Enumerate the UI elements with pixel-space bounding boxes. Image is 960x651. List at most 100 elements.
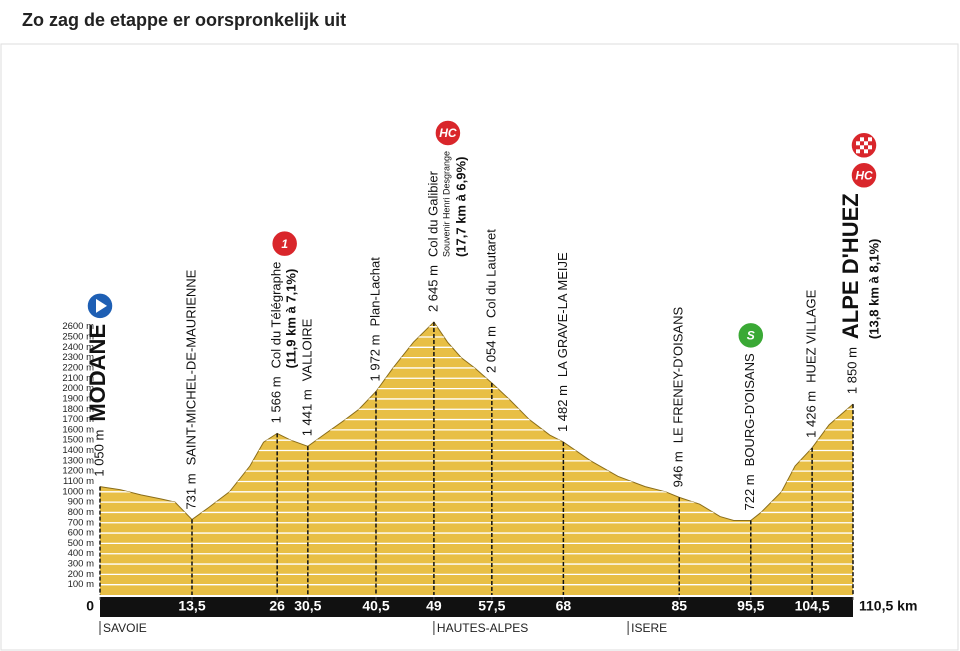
y-tick-label: 900 m: [68, 497, 94, 508]
waypoint-label: 1 441 m VALLOIRE: [299, 318, 314, 436]
y-tick-label: 1900 m: [62, 393, 94, 404]
y-tick-label: 100 m: [68, 579, 94, 590]
waypoint-name: Col du Galibier: [425, 170, 440, 257]
finish-check: [860, 137, 864, 142]
waypoint-label: 2 054 m Col du Lautaret: [483, 229, 498, 373]
finish-check: [868, 145, 872, 150]
y-tick-label: 2500 m: [62, 332, 94, 343]
finish-flag: [850, 131, 878, 160]
finish-check: [868, 137, 872, 142]
finish-check: [864, 149, 868, 154]
y-tick-label: 1100 m: [63, 476, 94, 487]
finish-check: [864, 141, 868, 146]
x-tick-label: 104,5: [795, 598, 830, 614]
finish-check: [856, 141, 860, 146]
elevation-label: 2 645 m: [425, 265, 440, 312]
x-tick-label: 0: [86, 598, 94, 614]
elevation-label: 1 972 m: [367, 335, 382, 382]
profile-area: [100, 322, 853, 595]
waypoint-name: Col du Télégraphe: [269, 262, 284, 369]
y-tick-label: 2200 m: [62, 362, 94, 373]
region-label: ISERE: [631, 621, 667, 635]
waypoint-name: Plan-Lachat: [367, 257, 382, 327]
elevation-label: 1 441 m: [299, 389, 314, 436]
waypoint-name: SAINT-MICHEL-DE-MAURIENNE: [183, 269, 198, 465]
climb-badge: [270, 229, 299, 258]
y-tick-label: 400 m: [68, 548, 94, 559]
elevation-label: 1 426 m: [804, 391, 819, 438]
x-tick-label: 30,5: [294, 598, 321, 614]
elevation-label: 1 050 m: [91, 430, 106, 477]
finish-check: [860, 145, 864, 150]
climb-info: (11,9 km à 7,1%): [284, 269, 299, 369]
badge-label: 1: [281, 237, 288, 251]
elevation-label: 1 566 m: [269, 376, 284, 423]
y-tick-label: 1600 m: [62, 424, 94, 435]
x-tick-label: 95,5: [737, 598, 764, 614]
y-tick-label: 1000 m: [62, 486, 94, 497]
waypoint-note: Souvenir Henri Desgrange: [441, 151, 451, 257]
x-tick-label: 49: [426, 598, 442, 614]
y-tick-label: 1300 m: [62, 455, 94, 466]
y-tick-label: 300 m: [68, 559, 94, 570]
badge-label: S: [747, 329, 755, 343]
badge-label: HC: [439, 126, 457, 140]
waypoint-label: 731 m SAINT-MICHEL-DE-MAURIENNE: [183, 269, 198, 509]
x-tick-label: 110,5 km: [859, 598, 917, 614]
waypoint-label: 1 566 m Col du Télégraphe (11,9 km à 7,1%): [269, 262, 299, 424]
x-axis-bar: [100, 597, 853, 617]
start-arrow: [96, 298, 107, 313]
y-tick-label: 2100 m: [62, 373, 94, 384]
x-tick-label: 13,5: [178, 598, 205, 614]
y-tick-label: 2400 m: [62, 342, 94, 353]
climb-badge: [434, 119, 462, 147]
y-tick-label: 1400 m: [62, 445, 94, 456]
waypoint-label: 1 972 m Plan-Lachat: [367, 257, 382, 382]
waypoint-label: 722 m BOURG-D'OISANS: [742, 353, 757, 510]
x-tick-label: 26: [269, 598, 285, 614]
y-tick-label: 2000 m: [62, 383, 94, 394]
waypoint-name: BOURG-D'OISANS: [742, 353, 757, 466]
y-tick-label: 1800 m: [62, 404, 94, 415]
waypoint-label: 2 645 m Col du Galibier Souvenir Henri Des…: [425, 151, 468, 312]
waypoint-label: 1 482 m LA GRAVE-LA MEIJE: [555, 252, 570, 432]
elevation-label: 731 m: [183, 473, 198, 509]
frame: [0, 43, 959, 651]
climb-badge: [850, 161, 878, 190]
y-tick-label: 1500 m: [62, 435, 94, 446]
y-tick-label: 700 m: [68, 517, 94, 528]
y-tick-label: 1700 m: [62, 414, 94, 425]
waypoint-label: 1 050 m MODANE: [85, 324, 110, 477]
x-tick-label: 68: [556, 598, 572, 614]
y-tick-label: 500 m: [68, 538, 94, 549]
x-tick-label: 40,5: [362, 598, 389, 614]
waypoint-name: LE FRENEY-D'OISANS: [671, 307, 686, 444]
elevation-label: 946 m: [671, 451, 686, 487]
elevation-label: 1 850 m: [844, 347, 859, 394]
elevation-label: 1 482 m: [555, 385, 570, 432]
waypoint-label: 1 850 m ALPE D'HUEZ (13,8 km à 8,1%): [838, 193, 882, 394]
y-tick-label: 1200 m: [62, 466, 94, 477]
badge-label: HC: [855, 168, 873, 182]
elevation-label: 722 m: [742, 474, 757, 510]
finish-check: [856, 149, 860, 154]
waypoint-name: MODANE: [85, 324, 110, 422]
waypoint-name: VALLOIRE: [299, 318, 314, 381]
waypoint-name: Col du Lautaret: [483, 229, 498, 318]
waypoint-name: ALPE D'HUEZ: [838, 193, 863, 339]
waypoint-label: 946 m LE FRENEY-D'OISANS: [671, 307, 686, 488]
waypoint-name: HUEZ VILLAGE: [804, 289, 819, 383]
x-tick-label: 57,5: [478, 598, 505, 614]
y-tick-label: 200 m: [68, 569, 94, 580]
climb-badge: [737, 321, 765, 350]
elevation-label: 2 054 m: [483, 326, 498, 373]
climb-info: (17,7 km à 6,9%): [453, 157, 468, 257]
region-label: HAUTES-ALPES: [437, 621, 528, 635]
waypoint-label: 1 426 m HUEZ VILLAGE: [804, 289, 819, 438]
y-tick-label: 2600 m: [62, 321, 94, 332]
y-tick-label: 600 m: [68, 528, 94, 539]
waypoint-name: LA GRAVE-LA MEIJE: [555, 252, 570, 377]
x-tick-label: 85: [671, 598, 687, 614]
